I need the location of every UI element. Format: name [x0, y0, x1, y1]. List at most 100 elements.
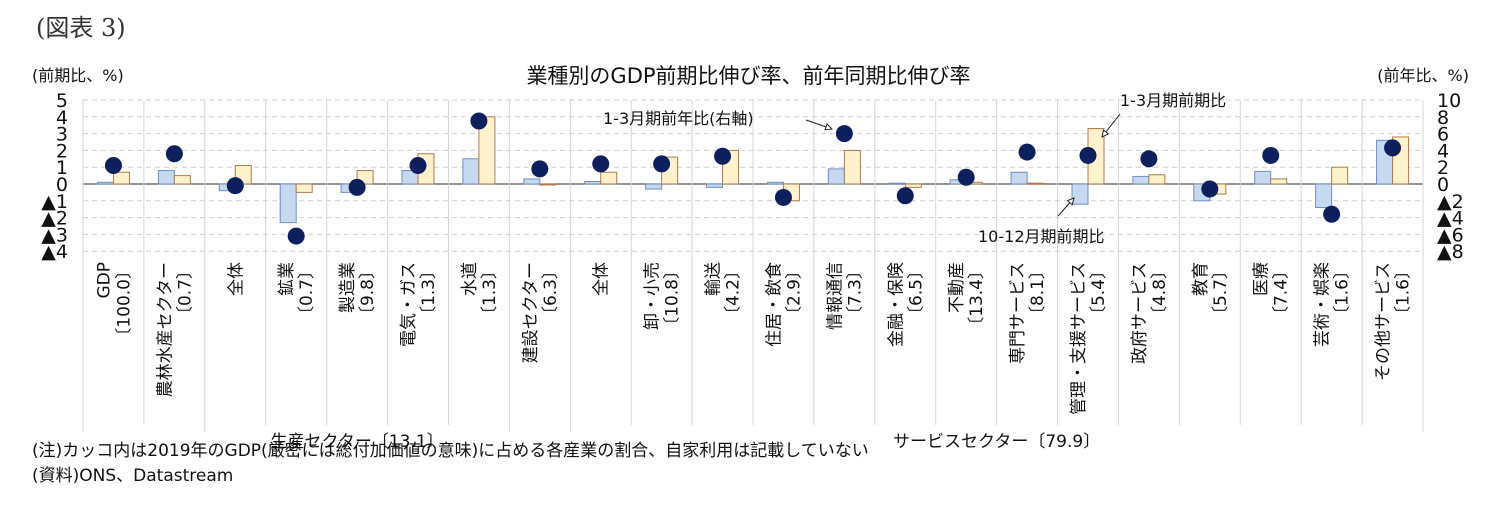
bar-q4-qoq — [1010, 171, 1028, 185]
category-label: 管理・支援サービス — [1069, 262, 1089, 415]
bar-q4-qoq — [1254, 170, 1272, 185]
category-weight: 〔10.8〕 — [663, 262, 683, 334]
category-weight: 〔0.7〕 — [175, 262, 195, 323]
figure-label: (図表 3) — [36, 14, 126, 42]
bar-q4-qoq — [96, 181, 114, 185]
left-tick-label: ▲3 — [41, 224, 68, 246]
right-tick-label: 8 — [1437, 107, 1449, 129]
right-tick-label: 4 — [1437, 140, 1449, 162]
category-label: 情報通信 — [825, 262, 845, 330]
left-tick-label: ▲1 — [41, 191, 68, 213]
dot-q1-yoy — [470, 112, 488, 130]
category-weight: 〔6.3〕 — [541, 262, 561, 323]
dot-q1-yoy — [287, 227, 305, 245]
bar-q1-qoq — [1148, 174, 1166, 185]
bar-q1-qoq — [843, 149, 861, 185]
group-label-production: 生産セクター〔13.1〕 — [271, 432, 444, 452]
category-label: 医療 — [1252, 262, 1272, 296]
category-label: 政府サービス — [1130, 262, 1150, 364]
category-weight: 〔1.3〕 — [480, 262, 500, 323]
annotation-q4-qoq-arrow-head — [1066, 197, 1075, 206]
bar-q4-qoq — [523, 178, 541, 185]
bar-q4-qoq — [584, 180, 602, 185]
bar-q4-qoq — [1071, 183, 1089, 205]
right-tick-label: 6 — [1437, 124, 1449, 146]
category-label: その他サービス — [1374, 262, 1394, 381]
bar-q4-qoq — [706, 183, 724, 188]
left-tick-label: 1 — [56, 157, 68, 179]
bar-q4-qoq — [766, 181, 784, 185]
category-weight: 〔13.4〕 — [967, 262, 987, 334]
category-label: 輸送 — [704, 262, 724, 296]
bar-q1-qoq — [1026, 182, 1044, 185]
bar-q1-qoq — [1270, 178, 1288, 185]
dot-q1-yoy — [835, 125, 853, 143]
source-note: (資料)ONS、Datastream — [32, 466, 234, 486]
dot-q1-yoy — [226, 177, 244, 195]
dot-q1-yoy — [348, 178, 366, 196]
dot-q1-yoy — [1079, 146, 1097, 164]
category-label: 教育 — [1191, 262, 1211, 296]
annotation-q1-qoq-arrow-head — [1101, 129, 1110, 138]
category-label: 製造業 — [338, 262, 358, 313]
category-weight: 〔100.0〕 — [114, 262, 134, 345]
chart-title: 業種別のGDP前期比伸び率、前年同期比伸び率 — [526, 64, 971, 88]
dot-q1-yoy — [1018, 143, 1036, 161]
annotation-yoy: 1-3月期前年比(右軸) — [603, 109, 754, 128]
left-axis-unit: (前期比、%) — [32, 66, 124, 85]
annotation-q1-qoq: 1-3月期前期比 — [1120, 91, 1226, 110]
category-label: 水道 — [460, 262, 480, 296]
bar-q4-qoq — [462, 158, 480, 185]
dot-q1-yoy — [104, 157, 122, 175]
bar-q1-qoq — [478, 116, 496, 185]
annotation-q4-qoq: 10-12月期前期比 — [978, 227, 1105, 246]
category-label: 不動産 — [947, 262, 967, 313]
dot-q1-yoy — [531, 160, 549, 178]
category-weight: 〔6.5〕 — [906, 262, 926, 323]
group-label-services: サービスセクター〔79.9〕 — [893, 432, 1100, 452]
category-label: 鉱業 — [277, 262, 297, 296]
category-label: 芸術・娯楽 — [1313, 262, 1333, 347]
category-weight: 〔1.6〕 — [1394, 262, 1414, 323]
left-tick-label: 5 — [56, 90, 68, 112]
category-label: 農林水産セクター — [155, 262, 175, 397]
dot-q1-yoy — [774, 188, 792, 206]
dot-q1-yoy — [1140, 150, 1158, 168]
bar-q4-qoq — [827, 168, 845, 185]
annotation-yoy-arrow-head — [824, 123, 834, 131]
category-weight: 〔0.7〕 — [297, 262, 317, 323]
category-label: 専門サービス — [1008, 262, 1028, 364]
bar-q4-qoq — [1315, 183, 1333, 209]
dot-q1-yoy — [653, 155, 671, 173]
category-weight: 〔4.8〕 — [1150, 262, 1170, 323]
category-weight: 〔8.1〕 — [1028, 262, 1048, 323]
category-label: 住居・飲食 — [764, 262, 784, 347]
bar-q4-qoq — [645, 183, 663, 190]
category-label: 卸・小売 — [643, 262, 663, 330]
right-axis-unit: (前年比、%) — [1377, 66, 1469, 85]
category-label: 全体 — [226, 262, 246, 296]
category-label: 電気・ガス — [399, 262, 419, 347]
dot-q1-yoy — [714, 147, 732, 165]
right-tick-label: 0 — [1437, 174, 1449, 196]
category-weight: 〔1.3〕 — [419, 262, 439, 323]
left-tick-label: ▲2 — [41, 208, 68, 230]
left-tick-label: 0 — [56, 174, 68, 196]
bar-q4-qoq — [1132, 175, 1150, 185]
bar-q4-qoq — [157, 170, 175, 185]
category-label: GDP — [94, 262, 114, 299]
category-weight: 〔7.3〕 — [845, 262, 865, 323]
dot-q1-yoy — [592, 155, 610, 173]
category-weight: 〔5.4〕 — [1089, 262, 1109, 323]
category-weight: 〔4.2〕 — [724, 262, 744, 323]
bar-q4-qoq — [279, 183, 297, 224]
dot-q1-yoy — [165, 145, 183, 163]
category-weight: 〔1.6〕 — [1333, 262, 1353, 323]
right-tick-label: ▲6 — [1437, 224, 1464, 246]
bar-q1-qoq — [1331, 166, 1349, 185]
category-weight: 〔9.8〕 — [358, 262, 378, 323]
dot-q1-yoy — [896, 187, 914, 205]
right-tick-label: ▲8 — [1437, 241, 1464, 263]
bar-q1-qoq — [173, 175, 191, 185]
